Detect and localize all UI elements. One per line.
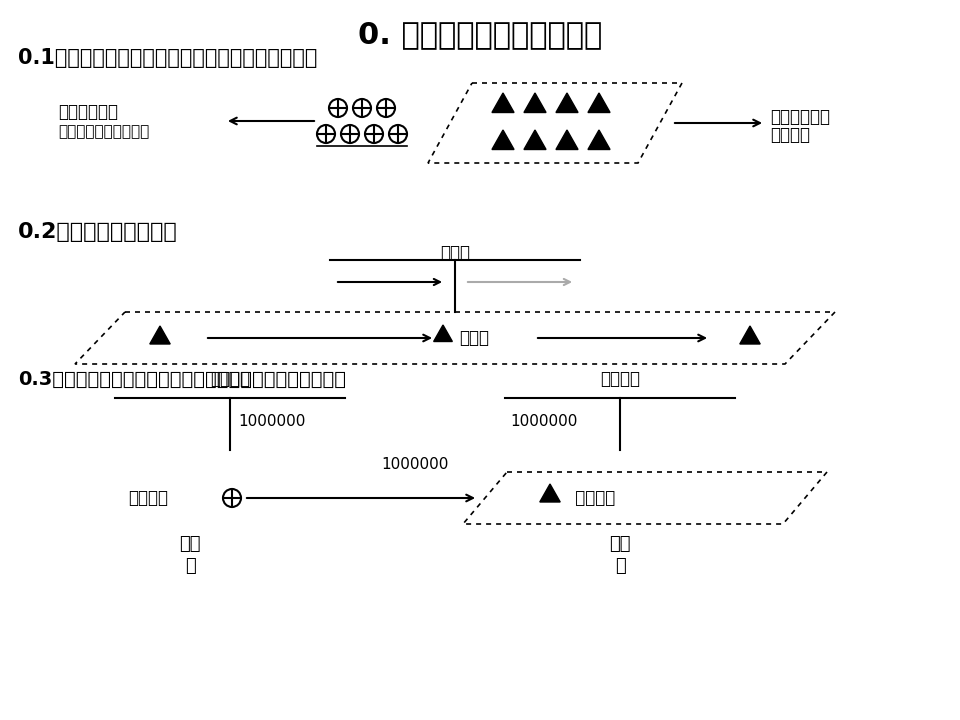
Text: 短期借款: 短期借款 (128, 489, 168, 507)
Polygon shape (492, 130, 514, 150)
Text: 1000000: 1000000 (381, 457, 448, 472)
Polygon shape (524, 93, 546, 112)
Polygon shape (428, 83, 682, 163)
Text: 起点: 起点 (180, 535, 201, 553)
Polygon shape (463, 472, 827, 524)
Text: 短期借款: 短期借款 (210, 370, 250, 388)
Polygon shape (588, 93, 610, 112)
Polygon shape (540, 484, 561, 502)
Polygon shape (740, 326, 760, 344)
Polygon shape (492, 93, 514, 112)
Text: （所有者权益、负債）: （所有者权益、负債） (58, 125, 149, 140)
Text: 资金来源渠道: 资金来源渠道 (58, 103, 118, 121)
Text: 0.1资金运动、会计沙盘模型与静态会计三要素模拟: 0.1资金运动、会计沙盘模型与静态会计三要素模拟 (18, 48, 318, 68)
Text: 银行存款: 银行存款 (570, 489, 615, 507)
Text: 资金存在形态: 资金存在形态 (770, 108, 830, 126)
Text: 0.3资金运动与记账规则：资金运动，终点记借，起点记贷。: 0.3资金运动与记账规则：资金运动，终点记借，起点记贷。 (18, 370, 346, 389)
Polygon shape (434, 325, 452, 341)
Text: （资产）: （资产） (770, 126, 810, 144)
Text: 借: 借 (614, 557, 625, 575)
Text: 终点: 终点 (610, 535, 631, 553)
Text: 贷: 贷 (184, 557, 196, 575)
Text: 1000000: 1000000 (238, 415, 305, 430)
Polygon shape (524, 130, 546, 150)
Polygon shape (556, 93, 578, 112)
Polygon shape (75, 312, 835, 364)
Polygon shape (150, 326, 170, 344)
Text: 0. 会计原理资金运动流程图: 0. 会计原理资金运动流程图 (358, 20, 602, 49)
Text: 原材料: 原材料 (459, 329, 489, 347)
Text: 原材料: 原材料 (440, 244, 470, 262)
Text: 0.2资金运动与账户结构: 0.2资金运动与账户结构 (18, 222, 178, 242)
Polygon shape (556, 130, 578, 150)
Text: 1000000: 1000000 (510, 415, 577, 430)
Text: 银行存款: 银行存款 (600, 370, 640, 388)
Polygon shape (588, 130, 610, 150)
